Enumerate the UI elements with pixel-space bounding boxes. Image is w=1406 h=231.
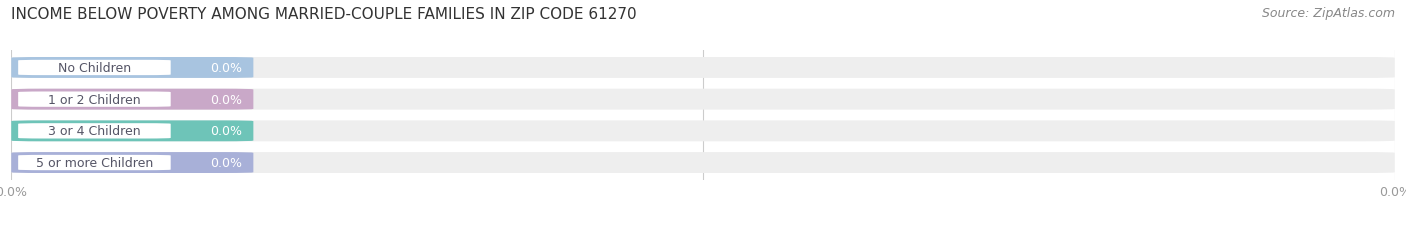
Text: 0.0%: 0.0% xyxy=(211,93,242,106)
FancyBboxPatch shape xyxy=(18,124,170,139)
FancyBboxPatch shape xyxy=(18,61,170,76)
FancyBboxPatch shape xyxy=(11,121,253,142)
FancyBboxPatch shape xyxy=(11,89,253,110)
Text: 0.0%: 0.0% xyxy=(211,156,242,169)
FancyBboxPatch shape xyxy=(11,121,1395,142)
Text: 1 or 2 Children: 1 or 2 Children xyxy=(48,93,141,106)
FancyBboxPatch shape xyxy=(11,89,1395,110)
Text: INCOME BELOW POVERTY AMONG MARRIED-COUPLE FAMILIES IN ZIP CODE 61270: INCOME BELOW POVERTY AMONG MARRIED-COUPL… xyxy=(11,7,637,22)
FancyBboxPatch shape xyxy=(11,58,253,79)
Text: Source: ZipAtlas.com: Source: ZipAtlas.com xyxy=(1261,7,1395,20)
Text: 3 or 4 Children: 3 or 4 Children xyxy=(48,125,141,138)
FancyBboxPatch shape xyxy=(18,155,170,170)
FancyBboxPatch shape xyxy=(11,58,1395,79)
Text: 0.0%: 0.0% xyxy=(211,62,242,75)
FancyBboxPatch shape xyxy=(18,92,170,107)
Text: No Children: No Children xyxy=(58,62,131,75)
FancyBboxPatch shape xyxy=(11,152,1395,173)
Text: 0.0%: 0.0% xyxy=(211,125,242,138)
FancyBboxPatch shape xyxy=(11,152,253,173)
Text: 5 or more Children: 5 or more Children xyxy=(35,156,153,169)
